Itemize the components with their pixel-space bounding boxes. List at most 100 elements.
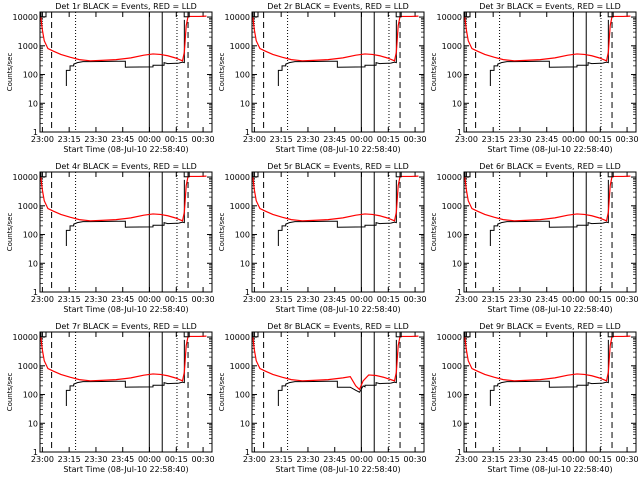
- x-tick-label: 23:00: [455, 135, 478, 144]
- panel-title: Det 8r BLACK = Events, RED = LLD: [267, 322, 409, 331]
- x-tick-label: 23:00: [31, 135, 54, 144]
- x-axis-label: Start Time (08-Jul-10 22:58:40): [487, 305, 612, 314]
- panel-title: Det 1r BLACK = Events, RED = LLD: [55, 2, 197, 11]
- y-tick-label: 1000: [442, 362, 462, 371]
- x-axis-label: Start Time (08-Jul-10 22:58:40): [63, 305, 188, 314]
- x-tick-label: 00:00: [350, 455, 373, 464]
- plot-area: [252, 172, 419, 292]
- events-series-line: [489, 179, 609, 246]
- lld-series-line: [252, 334, 419, 391]
- x-tick-label: 23:00: [31, 295, 54, 304]
- y-tick-label: 1000: [442, 42, 462, 51]
- end-marker-box: [395, 172, 402, 178]
- y-tick-label: 10: [240, 259, 250, 268]
- x-tick-label: 00:30: [616, 135, 639, 144]
- panel-1: Det 1r BLACK = Events, RED = LLD Counts/s…: [6, 2, 215, 154]
- y-tick-label: 10000: [13, 13, 38, 22]
- x-tick-label: 00:30: [192, 135, 215, 144]
- panel-title: Det 4r BLACK = Events, RED = LLD: [55, 162, 197, 171]
- y-tick-label: 10: [28, 99, 38, 108]
- plot-area: [40, 172, 207, 292]
- plot-area: [252, 12, 419, 132]
- plot-frame: [251, 171, 425, 293]
- plot-area: [252, 332, 419, 452]
- x-axis-label: Start Time (08-Jul-10 22:58:40): [63, 145, 188, 154]
- x-tick-label: 00:00: [138, 455, 161, 464]
- x-tick-label: 23:45: [111, 295, 134, 304]
- x-tick-label: 00:00: [350, 135, 373, 144]
- y-axis-label: Counts/sec: [430, 213, 438, 252]
- x-tick-label: 00:30: [404, 295, 427, 304]
- y-tick-label: 10000: [225, 173, 250, 182]
- x-tick-label: 23:00: [455, 455, 478, 464]
- plot-area: [464, 172, 631, 292]
- x-tick-label: 23:30: [296, 455, 319, 464]
- events-series-line: [489, 19, 609, 86]
- panel-title: Det 6r BLACK = Events, RED = LLD: [479, 162, 621, 171]
- y-tick-label: 10: [28, 419, 38, 428]
- x-tick-label: 00:00: [562, 295, 585, 304]
- x-tick-label: 23:30: [296, 295, 319, 304]
- y-tick-label: 10000: [13, 333, 38, 342]
- x-axis-label: Start Time (08-Jul-10 22:58:40): [275, 145, 400, 154]
- y-tick-label: 1000: [230, 42, 250, 51]
- y-tick-label: 10: [28, 259, 38, 268]
- events-series-line: [277, 179, 397, 246]
- panel-title: Det 2r BLACK = Events, RED = LLD: [267, 2, 409, 11]
- y-tick-label: 100: [23, 71, 38, 80]
- y-tick-label: 1000: [18, 202, 38, 211]
- x-axis-label: Start Time (08-Jul-10 22:58:40): [275, 465, 400, 474]
- y-tick-label: 10: [240, 99, 250, 108]
- y-tick-label: 1000: [18, 42, 38, 51]
- events-series-line: [489, 339, 609, 406]
- plot-frame: [39, 171, 213, 293]
- lld-series-line: [40, 174, 207, 222]
- panel-3: Det 3r BLACK = Events, RED = LLD Counts/s…: [430, 2, 639, 154]
- x-tick-label: 23:15: [58, 295, 81, 304]
- y-tick-label: 10000: [225, 333, 250, 342]
- y-tick-label: 100: [23, 231, 38, 240]
- y-axis-label: Counts/sec: [218, 373, 226, 412]
- plot-frame: [39, 11, 213, 133]
- x-tick-label: 23:45: [111, 455, 134, 464]
- end-marker-box: [183, 12, 190, 18]
- x-tick-label: 23:15: [482, 135, 505, 144]
- y-tick-label: 1: [245, 448, 250, 457]
- x-tick-label: 00:30: [404, 135, 427, 144]
- x-tick-label: 00:30: [192, 455, 215, 464]
- y-axis-label: Counts/sec: [218, 53, 226, 92]
- panel-8: Det 8r BLACK = Events, RED = LLD Counts/s…: [218, 322, 427, 474]
- panel-7: Det 7r BLACK = Events, RED = LLD Counts/s…: [6, 322, 215, 474]
- end-marker-box: [183, 332, 190, 338]
- end-marker-box: [607, 332, 614, 338]
- y-tick-label: 10: [452, 259, 462, 268]
- y-tick-label: 100: [235, 391, 250, 400]
- x-tick-label: 23:00: [455, 295, 478, 304]
- panel-5: Det 5r BLACK = Events, RED = LLD Counts/s…: [218, 162, 427, 314]
- y-tick-label: 1: [457, 448, 462, 457]
- plot-frame: [39, 331, 213, 453]
- start-marker-box: [40, 12, 47, 18]
- panel-title: Det 5r BLACK = Events, RED = LLD: [267, 162, 409, 171]
- start-marker-box: [252, 172, 259, 178]
- events-series-line: [277, 339, 397, 406]
- x-tick-label: 23:30: [296, 135, 319, 144]
- panel-title: Det 3r BLACK = Events, RED = LLD: [479, 2, 621, 11]
- x-axis-label: Start Time (08-Jul-10 22:58:40): [487, 145, 612, 154]
- start-marker-box: [252, 332, 259, 338]
- start-marker-box: [464, 172, 471, 178]
- y-tick-label: 1: [245, 288, 250, 297]
- y-tick-label: 10: [452, 419, 462, 428]
- x-tick-label: 23:15: [482, 455, 505, 464]
- x-tick-label: 23:45: [535, 135, 558, 144]
- x-tick-label: 23:30: [508, 295, 531, 304]
- end-marker-box: [395, 332, 402, 338]
- lld-series-line: [464, 14, 631, 62]
- start-marker-box: [40, 332, 47, 338]
- panel-4: Det 4r BLACK = Events, RED = LLD Counts/s…: [6, 162, 215, 314]
- x-tick-label: 00:00: [350, 295, 373, 304]
- x-tick-label: 00:30: [404, 455, 427, 464]
- end-marker-box: [607, 12, 614, 18]
- x-tick-label: 23:45: [535, 455, 558, 464]
